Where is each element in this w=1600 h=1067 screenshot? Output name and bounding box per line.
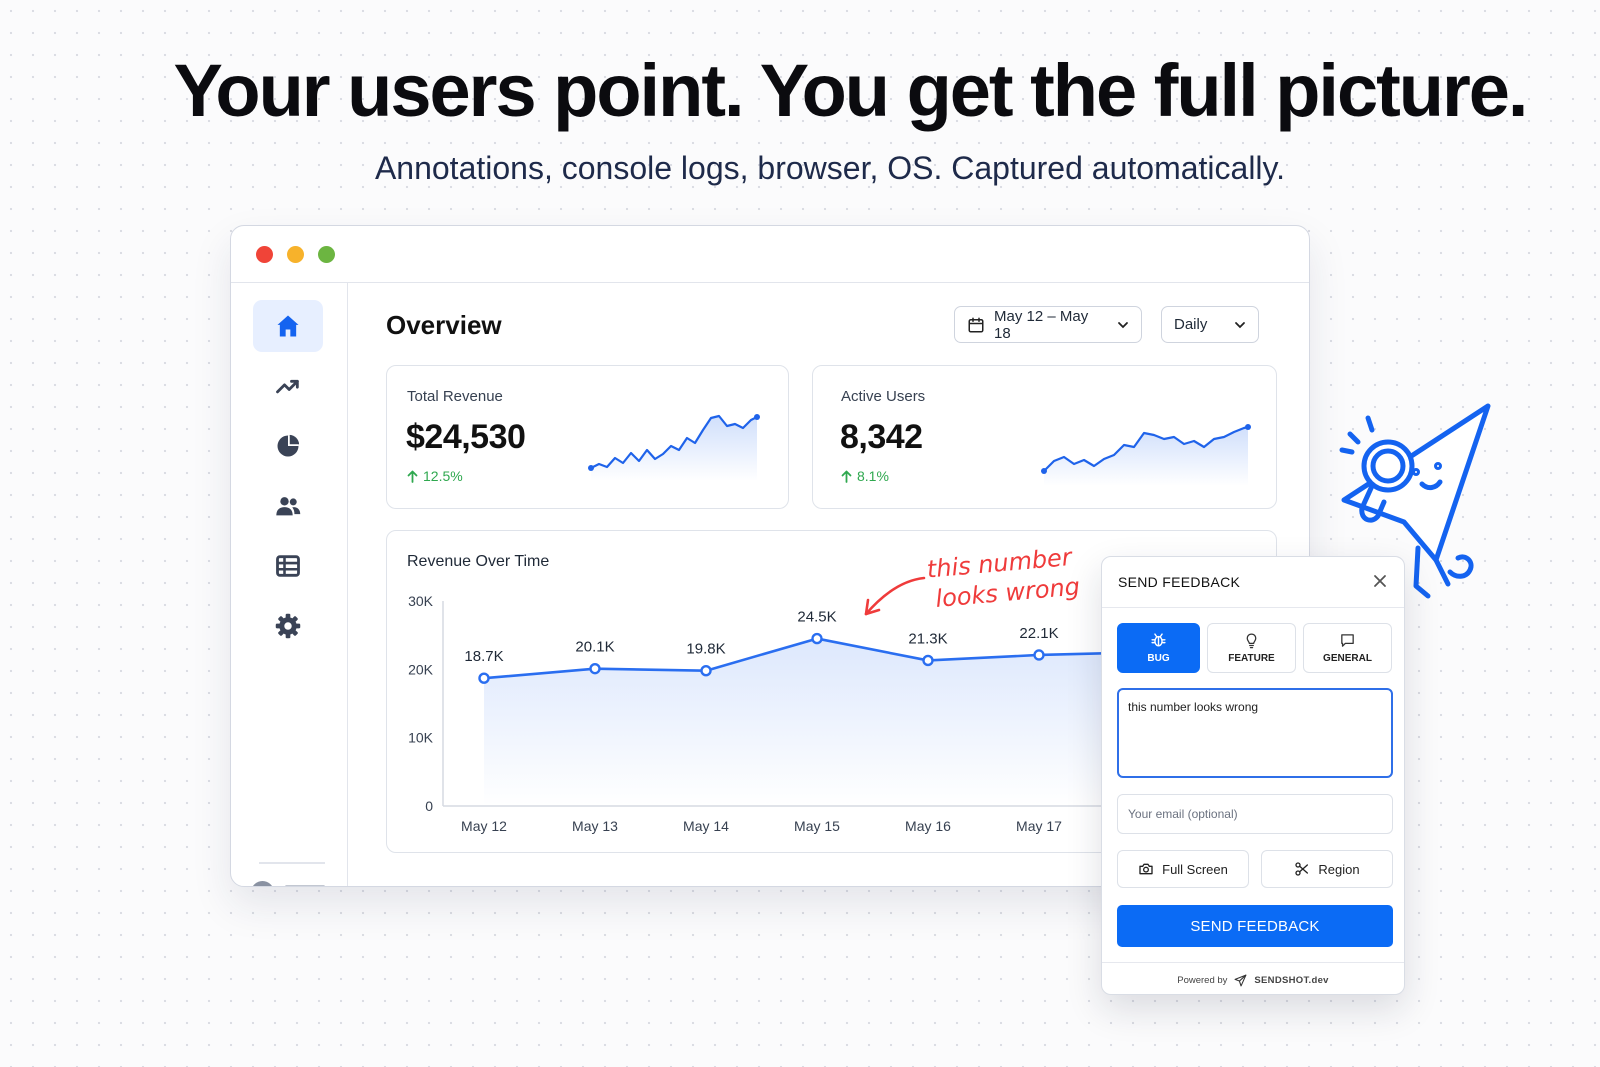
- data-label: 22.1K: [1019, 625, 1058, 642]
- sidebar-item-reports[interactable]: [253, 420, 323, 472]
- tab-feature[interactable]: FEATURE: [1207, 623, 1296, 673]
- data-label: 21.3K: [908, 630, 947, 647]
- x-tick-label: May 15: [794, 818, 840, 834]
- tab-general[interactable]: GENERAL: [1303, 623, 1392, 673]
- date-range-select[interactable]: May 12 – May 18: [954, 306, 1142, 343]
- data-label: 19.8K: [686, 641, 725, 658]
- table-icon: [276, 555, 300, 577]
- widget-footer: Powered by SENDSHOT.dev: [1102, 962, 1404, 994]
- data-point: [1033, 649, 1045, 661]
- tab-bug[interactable]: BUG: [1117, 623, 1200, 673]
- arrow-up-icon: [841, 470, 852, 483]
- users-sparkline: [1041, 424, 1251, 486]
- capture-label: Region: [1318, 861, 1360, 877]
- revenue-line-chart: 0 10K 20K 30K 18.7K May 12 20.1K May 13 19.8K May…: [408, 593, 1278, 834]
- arrow-up-icon: [407, 470, 418, 483]
- metric-value: $24,530: [406, 418, 526, 456]
- tab-label: FEATURE: [1228, 653, 1275, 664]
- metric-change: 12.5%: [407, 468, 463, 484]
- sidebar-divider: [259, 862, 325, 864]
- trending-up-icon: [276, 379, 299, 394]
- scissors-icon: [1295, 862, 1309, 876]
- y-tick-label: 20K: [408, 661, 434, 677]
- x-tick-label: May 17: [1016, 818, 1062, 834]
- email-field[interactable]: [1117, 794, 1393, 834]
- metric-change-value: 12.5%: [423, 468, 463, 484]
- chevron-down-icon: [1235, 321, 1245, 328]
- users-icon: [276, 497, 301, 516]
- metric-card-users: Active Users 8,342 8.1%: [812, 365, 1277, 509]
- data-label: 20.1K: [575, 639, 614, 656]
- chart-title: Revenue Over Time: [407, 553, 550, 570]
- home-icon: [277, 315, 299, 337]
- chart-area-fill: [484, 638, 1276, 806]
- hero-headline: Your users point. You get the full pictu…: [173, 49, 1529, 132]
- data-point: [811, 632, 823, 645]
- revenue-sparkline: [588, 414, 760, 481]
- mascot-illustration: [1339, 403, 1491, 599]
- close-icon[interactable]: [1370, 571, 1390, 591]
- tab-label: GENERAL: [1323, 653, 1372, 664]
- profile-line: [285, 885, 325, 886]
- full-screen-capture-button[interactable]: Full Screen: [1117, 850, 1249, 888]
- minimize-window-dot[interactable]: [287, 246, 304, 263]
- metric-label: Total Revenue: [407, 388, 503, 405]
- region-capture-button[interactable]: Region: [1261, 850, 1393, 888]
- chevron-down-icon: [1118, 321, 1128, 328]
- gear-icon: [275, 613, 301, 639]
- sidebar-item-analytics[interactable]: [253, 360, 323, 412]
- data-point: [478, 672, 490, 684]
- y-tick-label: 10K: [408, 730, 434, 746]
- sidebar-item-home[interactable]: [253, 300, 323, 352]
- period-value: Daily: [1174, 316, 1208, 333]
- x-tick-label: May 14: [683, 818, 729, 834]
- pie-chart-icon: [277, 434, 300, 457]
- powered-by-label: Powered by: [1177, 974, 1228, 986]
- page-title: Overview: [386, 310, 502, 340]
- calendar-icon: [968, 317, 984, 332]
- capture-label: Full Screen: [1162, 861, 1228, 877]
- sidebar-item-settings[interactable]: [253, 600, 323, 652]
- metric-label: Active Users: [841, 388, 926, 405]
- annotation-arrow: [864, 576, 926, 616]
- sidebar: [231, 282, 348, 886]
- y-tick-label: 0: [425, 798, 433, 814]
- maximize-window-dot[interactable]: [318, 246, 335, 263]
- data-label: 18.7K: [464, 648, 503, 665]
- metric-card-revenue: Total Revenue $24,530 12.5%: [386, 365, 789, 509]
- metric-change: 8.1%: [841, 468, 889, 484]
- tab-label: BUG: [1147, 653, 1170, 664]
- paper-plane-icon: [1234, 974, 1247, 986]
- data-point: [700, 664, 712, 677]
- sidebar-item-users[interactable]: [253, 480, 323, 532]
- data-point: [922, 654, 934, 667]
- hero-subline: Annotations, console logs, browser, OS. …: [374, 150, 1286, 186]
- lightbulb-icon: [1246, 633, 1257, 649]
- data-label: 24.5K: [797, 609, 836, 626]
- metric-change-value: 8.1%: [857, 468, 889, 484]
- message-icon: [1341, 634, 1354, 647]
- feedback-widget: SEND FEEDBACK BUG FEATURE GENERAL Full S…: [1101, 556, 1405, 995]
- x-tick-label: May 13: [572, 818, 618, 834]
- bug-icon: [1151, 633, 1166, 647]
- close-window-dot[interactable]: [256, 246, 273, 263]
- widget-header: SEND FEEDBACK: [1102, 557, 1404, 608]
- period-select[interactable]: Daily: [1161, 306, 1259, 343]
- date-range-value: May 12 – May 18: [994, 307, 1089, 342]
- y-tick-label: 30K: [408, 593, 434, 609]
- camera-icon: [1139, 863, 1153, 875]
- sidebar-item-tables[interactable]: [253, 540, 323, 592]
- x-tick-label: May 16: [905, 818, 951, 834]
- window-titlebar: [231, 226, 1309, 283]
- brand-link[interactable]: SENDSHOT.dev: [1254, 974, 1329, 986]
- data-point: [589, 662, 601, 675]
- metric-value: 8,342: [840, 418, 923, 456]
- widget-title: SEND FEEDBACK: [1118, 574, 1241, 590]
- avatar[interactable]: [251, 881, 274, 886]
- x-tick-label: May 12: [461, 818, 507, 834]
- send-feedback-button[interactable]: SEND FEEDBACK: [1117, 905, 1393, 947]
- feedback-message-input[interactable]: [1117, 688, 1393, 778]
